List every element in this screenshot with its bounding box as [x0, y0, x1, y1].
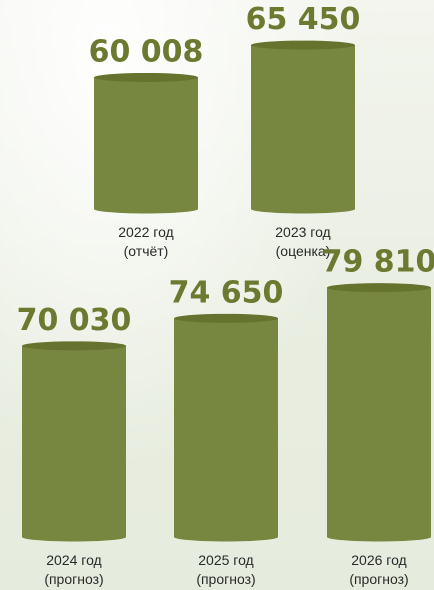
category-label-year: 2026 год: [351, 552, 406, 568]
bar-value-label: 60 008: [89, 34, 204, 69]
bar-cylinder-top: [251, 40, 355, 50]
bar-cylinder-top: [327, 283, 431, 293]
bar-value-label: 79 810: [322, 245, 434, 280]
bar-group: 70 030 2024 год (прогноз): [17, 303, 132, 587]
bar-cylinder-top: [22, 341, 126, 351]
bar-cylinder-body: [94, 77, 198, 214]
bars-layer: 60 008 2022 год (отчёт) 65 450 2023 год (оцен…: [17, 2, 434, 587]
bar-cylinder-top: [94, 72, 198, 82]
bar-cylinder-body: [327, 287, 431, 542]
bar-group: 74 650 2025 год (прогноз): [169, 275, 284, 587]
category-label-year: 2022 год: [118, 224, 173, 240]
category-label-note: (прогноз): [44, 571, 103, 587]
bar-cylinder-top: [174, 313, 278, 323]
bar-group: 79 810 2026 год (прогноз): [322, 245, 434, 587]
bar-value-label: 74 650: [169, 275, 284, 310]
bar-cylinder-body: [22, 345, 126, 542]
bar-group: 65 450 2023 год (оценка): [246, 2, 361, 259]
category-label-note: (отчёт): [124, 243, 169, 259]
bar-value-label: 65 450: [246, 2, 361, 37]
bar-cylinder-body: [174, 318, 278, 542]
category-label-year: 2023 год: [275, 224, 330, 240]
category-label-note: (оценка): [276, 243, 331, 259]
category-label-year: 2025 год: [198, 552, 253, 568]
category-label-note: (прогноз): [196, 571, 255, 587]
bar-value-label: 70 030: [17, 303, 132, 338]
bar-group: 60 008 2022 год (отчёт): [89, 34, 204, 259]
category-label-note: (прогноз): [349, 571, 408, 587]
category-label-year: 2024 год: [46, 552, 101, 568]
bar-cylinder-body: [251, 45, 355, 214]
